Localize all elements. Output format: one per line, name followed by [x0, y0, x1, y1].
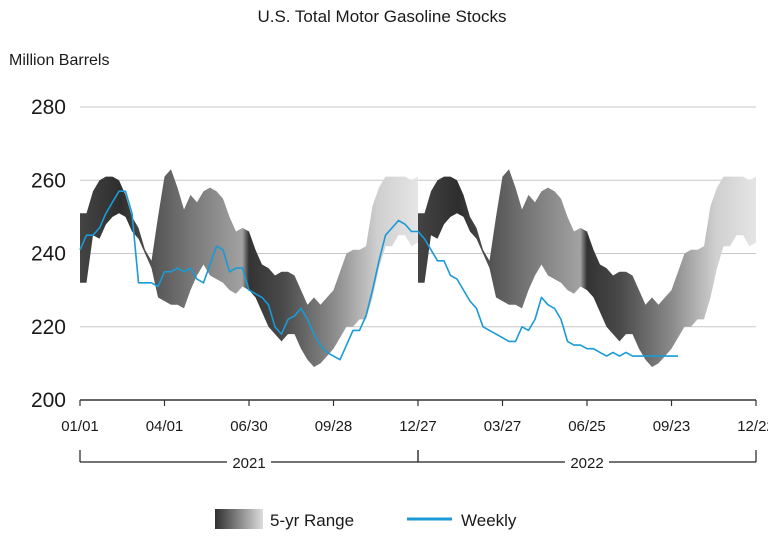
legend-label-5yr-range: 5-yr Range	[270, 511, 354, 530]
five-year-range-band-2022	[418, 169, 756, 367]
year-brackets: 2021 2022	[79, 450, 757, 472]
y-tick-label-220: 220	[31, 316, 66, 339]
x-axis-ticks: 01/01 04/01 06/30 09/28 12/27 03/27 06/25 09/23…	[61, 400, 768, 435]
five-year-range-band-2021	[80, 169, 418, 367]
weekly-line	[79, 190, 678, 361]
y-tick-label-240: 240	[31, 243, 66, 266]
legend-swatch-5yr-range	[215, 509, 263, 529]
year-label-2022: 2022	[570, 455, 603, 472]
x-tick-label-04/01: 04/01	[146, 418, 184, 435]
legend: 5-yr Range Weekly	[215, 509, 517, 530]
y-axis-ticks: 200 220 240 260 280	[31, 96, 66, 412]
y-tick-label-260: 260	[31, 169, 66, 192]
y-tick-label-280: 280	[31, 96, 66, 119]
y-tick-label-200: 200	[31, 389, 66, 412]
x-tick-label-06/25: 06/25	[568, 418, 606, 435]
legend-label-weekly: Weekly	[461, 511, 517, 530]
x-tick-label-12/22: 12/22	[737, 418, 768, 435]
five-year-range-layer	[80, 169, 756, 367]
chart-title: U.S. Total Motor Gasoline Stocks	[257, 7, 506, 26]
year-label-2021: 2021	[232, 455, 265, 472]
x-tick-label-03/27: 03/27	[484, 418, 522, 435]
x-tick-label-06/30: 06/30	[230, 418, 268, 435]
weekly-line-layer	[79, 190, 678, 361]
x-tick-label-09/23: 09/23	[653, 418, 691, 435]
x-tick-label-01/01: 01/01	[61, 418, 99, 435]
y-axis-unit-label: Million Barrels	[9, 52, 109, 69]
x-tick-label-12/27: 12/27	[399, 418, 437, 435]
x-tick-label-09/28: 09/28	[315, 418, 353, 435]
